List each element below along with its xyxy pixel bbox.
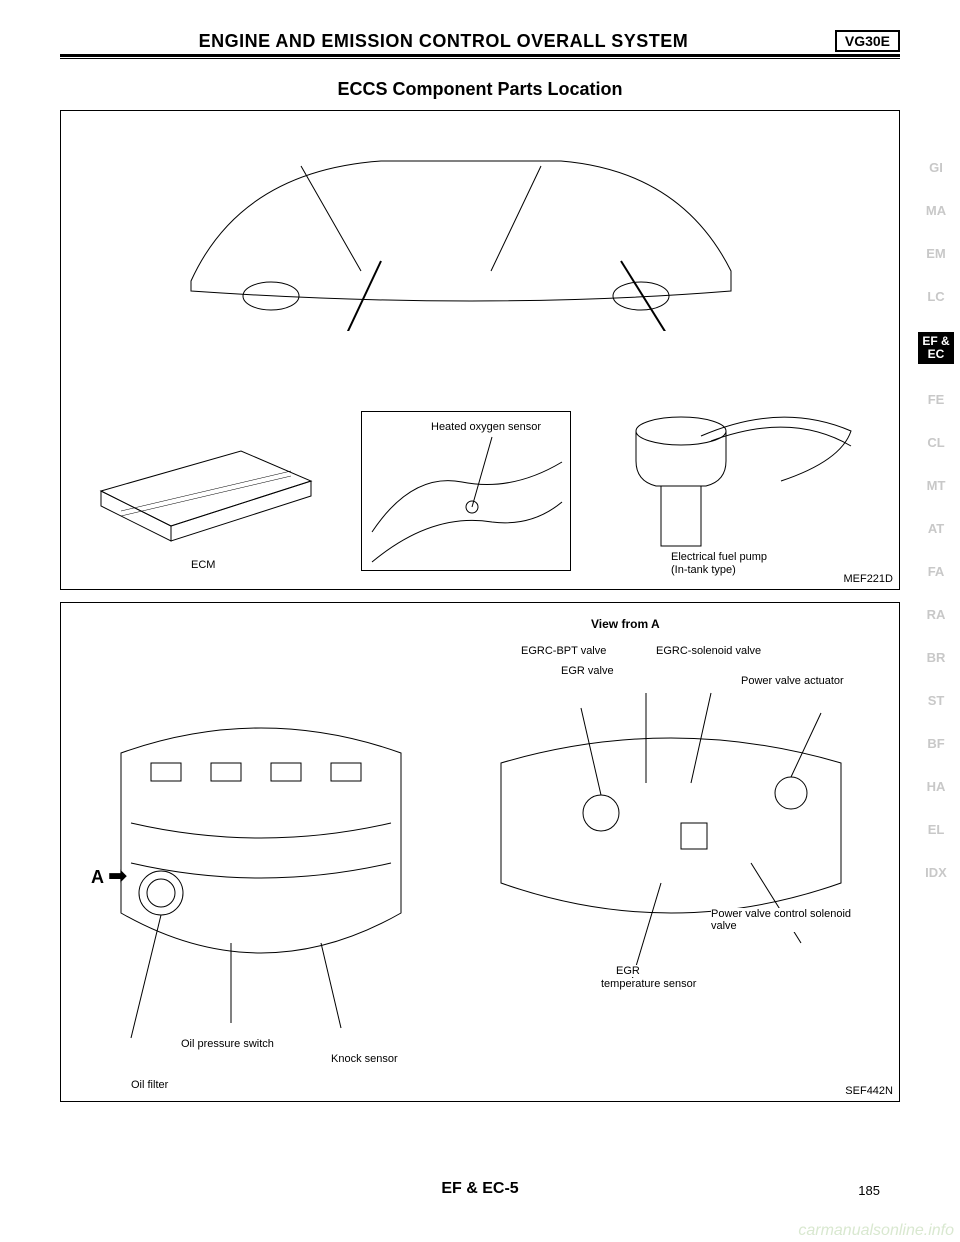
page-number: 185: [858, 1183, 880, 1198]
section-tabs: GI MA EM LC EF & EC FE CL MT AT FA RA BR…: [918, 160, 954, 880]
tab-lc: LC: [918, 289, 954, 304]
ecm-diagram: [91, 421, 321, 551]
power-actuator-label: Power valve actuator: [741, 675, 844, 687]
tab-ef-ec: EF & EC: [918, 332, 954, 364]
tab-idx: IDX: [918, 865, 954, 880]
heated-o2-inset: [361, 411, 571, 571]
tab-el: EL: [918, 822, 954, 837]
tab-fe: FE: [918, 392, 954, 407]
egr-temp-label: EGR: [616, 965, 640, 977]
oil-pressure-label: Oil pressure switch: [181, 1038, 274, 1050]
header-title: ENGINE AND EMISSION CONTROL OVERALL SYST…: [60, 31, 827, 52]
footer-section: EF & EC-5: [60, 1180, 900, 1198]
tab-ma: MA: [918, 203, 954, 218]
page-header: ENGINE AND EMISSION CONTROL OVERALL SYST…: [60, 30, 900, 57]
figure2-code: SEF442N: [845, 1085, 893, 1097]
engine-front-diagram: [91, 693, 431, 1053]
engine-code-badge: VG30E: [835, 30, 900, 52]
knock-sensor-label: Knock sensor: [331, 1053, 398, 1065]
arrow-a-marker: A ➡: [91, 863, 127, 889]
tab-at: AT: [918, 521, 954, 536]
header-rule: [60, 58, 900, 59]
figure-1: ECM Heated oxygen sensor Electrical fuel…: [60, 110, 900, 590]
egrc-solenoid-label: EGRC-solenoid valve: [656, 645, 761, 657]
arrow-a-text: A: [91, 867, 103, 887]
egrc-bpt-label: EGRC-BPT valve: [521, 645, 606, 657]
tab-st: ST: [918, 693, 954, 708]
oil-filter-label: Oil filter: [131, 1079, 168, 1091]
tab-gi: GI: [918, 160, 954, 175]
section-title: ECCS Component Parts Location: [60, 79, 900, 100]
tab-cl: CL: [918, 435, 954, 450]
ecm-label: ECM: [191, 559, 215, 571]
tab-fa: FA: [918, 564, 954, 579]
arrow-right-icon: ➡: [108, 863, 126, 888]
figure1-code: MEF221D: [843, 573, 893, 585]
watermark: carmanualsonline.info: [798, 1222, 954, 1240]
tab-ha: HA: [918, 779, 954, 794]
engine-view-a-diagram: [481, 683, 861, 1003]
tab-br: BR: [918, 650, 954, 665]
tab-bf: BF: [918, 736, 954, 751]
egr-temp-sublabel: temperature sensor: [601, 978, 696, 990]
view-from-a-label: View from A: [591, 617, 660, 631]
tab-em: EM: [918, 246, 954, 261]
car-cutaway-diagram: [181, 131, 741, 331]
tab-ra: RA: [918, 607, 954, 622]
fuel-pump-diagram: [601, 391, 861, 571]
egr-valve-label: EGR valve: [561, 665, 614, 677]
fuel-pump-label: Electrical fuel pump: [671, 551, 767, 563]
figure-2: View from A A ➡: [60, 602, 900, 1102]
tab-mt: MT: [918, 478, 954, 493]
fuel-pump-sublabel: (In-tank type): [671, 564, 736, 576]
heated-o2-label: Heated oxygen sensor: [431, 421, 541, 433]
power-solenoid-label: Power valve control solenoid valve: [711, 908, 871, 932]
